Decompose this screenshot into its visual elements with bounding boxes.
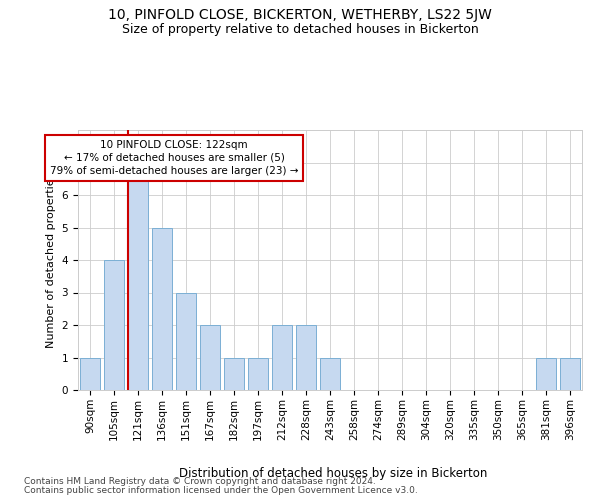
Bar <box>272 325 292 390</box>
Bar <box>80 358 100 390</box>
Text: Contains HM Land Registry data © Crown copyright and database right 2024.: Contains HM Land Registry data © Crown c… <box>24 477 376 486</box>
Bar <box>128 162 148 390</box>
Text: Contains public sector information licensed under the Open Government Licence v3: Contains public sector information licen… <box>24 486 418 495</box>
Text: 10, PINFOLD CLOSE, BICKERTON, WETHERBY, LS22 5JW: 10, PINFOLD CLOSE, BICKERTON, WETHERBY, … <box>108 8 492 22</box>
Bar <box>152 228 172 390</box>
Text: 10 PINFOLD CLOSE: 122sqm
← 17% of detached houses are smaller (5)
79% of semi-de: 10 PINFOLD CLOSE: 122sqm ← 17% of detach… <box>50 140 298 176</box>
Y-axis label: Number of detached properties: Number of detached properties <box>46 172 56 348</box>
Text: Size of property relative to detached houses in Bickerton: Size of property relative to detached ho… <box>122 22 478 36</box>
Bar <box>248 358 268 390</box>
Bar <box>224 358 244 390</box>
Bar <box>536 358 556 390</box>
Bar <box>176 292 196 390</box>
Bar <box>296 325 316 390</box>
Text: Distribution of detached houses by size in Bickerton: Distribution of detached houses by size … <box>179 468 487 480</box>
Bar <box>200 325 220 390</box>
Bar <box>104 260 124 390</box>
Bar <box>560 358 580 390</box>
Bar <box>320 358 340 390</box>
